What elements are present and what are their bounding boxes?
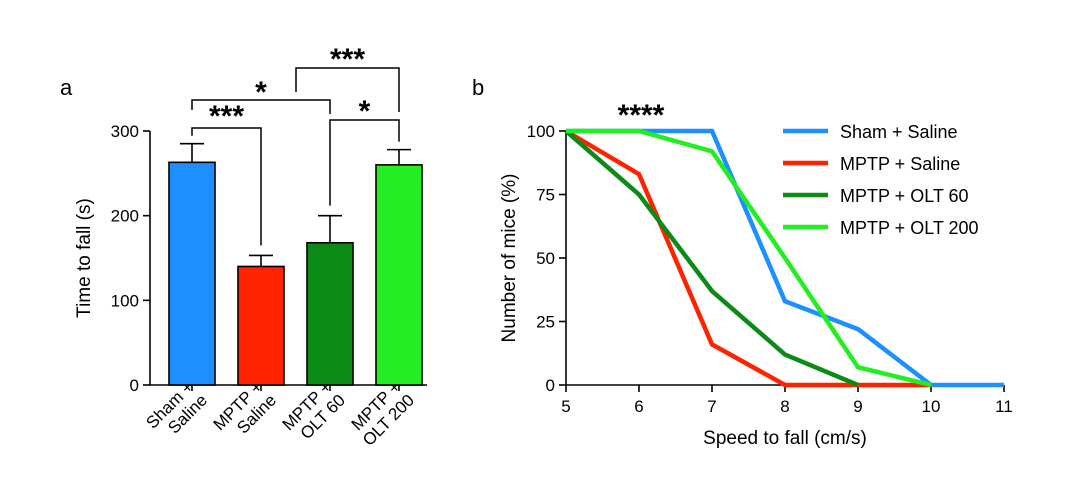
x-tick-label: 6 [634,397,643,416]
panel-b-line-chart: b Number of mice (%) Speed to fall (cm/s… [472,75,1013,449]
y-tick-label: 25 [536,313,555,332]
panel-b-legend: Sham + Saline MPTP + Saline MPTP + OLT 60 M… [783,122,979,238]
significance-stars: * [255,76,267,109]
panel-b-x-axis-label: Speed to fall (cm/s) [703,428,867,449]
panel-a-label: a [60,75,73,100]
x-tick-label: 10 [922,397,941,416]
y-tick-label: 300 [111,122,139,141]
panel-b-y-axis-label: Number of mice (%) [499,174,520,343]
x-tick-label: 9 [853,397,862,416]
x-tick-label: 5 [561,397,570,416]
legend-label: MPTP + OLT 60 [840,186,969,206]
x-tick-label: MPTP +OLT 60 [279,377,349,443]
panel-b-significance-annotation: **** [618,99,665,132]
x-tick-label: 8 [780,397,789,416]
significance-bracket [295,67,400,112]
y-tick-label: 200 [111,207,139,226]
significance-stars: * [359,95,371,128]
legend-label: MPTP + OLT 200 [840,218,979,238]
bar [168,161,216,386]
panel-b-axes: 0 25 50 75 100 5 6 7 8 9 10 11 [527,122,1013,416]
significance-bracket [329,119,400,206]
panel-a-y-axis-label: Time to fall (s) [74,198,95,318]
x-tick-label: MPTP +Saline [210,377,280,437]
series-line [564,129,931,388]
x-tick-label: 11 [995,397,1013,416]
bar [375,164,423,386]
y-tick-label: 50 [536,249,555,268]
series-line [564,129,859,388]
significance-bracket [191,127,262,246]
panel-b-label: b [472,75,484,100]
y-tick-label: 100 [527,122,555,141]
panel-a-bars [168,142,423,391]
x-tick-label: MPTP +OLT 200 [348,377,418,450]
panel-b-series-lines [564,128,1004,388]
legend-label: MPTP + Saline [840,154,960,174]
bar [306,241,354,386]
x-tick-label: 7 [707,397,716,416]
significance-bracket [191,99,331,114]
y-tick-label: 0 [130,376,139,395]
panel-a-significance-brackets: ******** [191,43,400,246]
series-line [566,128,932,388]
significance-stars: *** [209,100,244,133]
bar [237,265,285,386]
y-tick-label: 100 [111,291,139,310]
legend-label: Sham + Saline [840,122,958,142]
significance-stars: *** [330,43,365,76]
x-tick-label: Sham +Saline [142,377,211,437]
panel-a-bar-chart: a Time to fall (s) 0 100 200 300 Sham +Sali… [60,43,427,450]
y-tick-label: 0 [546,376,555,395]
y-tick-label: 75 [536,186,555,205]
